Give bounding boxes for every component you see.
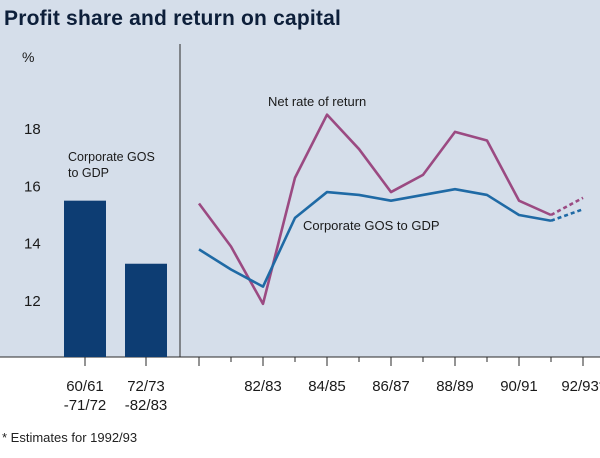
chart-title: Profit share and return on capital (4, 7, 342, 30)
series-estimate-line (550, 208, 584, 222)
y-tick-label: 18 (24, 121, 41, 138)
y-tick-label: 14 (24, 236, 41, 253)
x-tick-label: 84/85 (308, 378, 346, 395)
bar-category-label: 60/61 (66, 378, 104, 395)
y-tick-label: 16 (24, 178, 41, 195)
series-line (198, 187, 552, 288)
x-tick-label: 88/89 (436, 378, 474, 395)
x-tick-label: 82/83 (244, 378, 282, 395)
bar-category-label: 72/73 (127, 378, 165, 395)
bar-category-label: -82/83 (125, 397, 168, 414)
title-band (0, 0, 600, 44)
bar-series-label: to GDP (68, 166, 109, 180)
bar-series-label: Corporate GOS (68, 150, 155, 164)
bar-category-label: -71/72 (64, 397, 107, 414)
x-tick-label: 92/93* (561, 378, 600, 395)
series-estimate-line (550, 196, 584, 217)
x-tick-label: 90/91 (500, 378, 538, 395)
bar (64, 200, 106, 357)
y-tick-label: 12 (24, 293, 41, 310)
series-label: Net rate of return (268, 94, 366, 109)
x-tick-label: 86/87 (372, 378, 410, 395)
footnote: * Estimates for 1992/93 (2, 430, 138, 445)
series-label: Corporate GOS to GDP (303, 218, 440, 233)
y-unit-label: % (22, 49, 34, 65)
series-line (197, 113, 552, 306)
bar (125, 263, 167, 357)
